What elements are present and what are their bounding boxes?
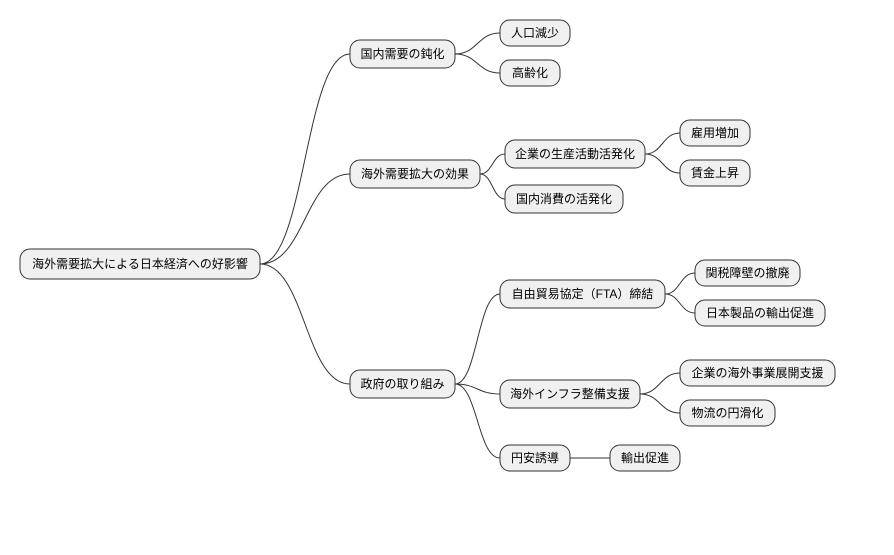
node-label: 物流の円滑化	[691, 406, 763, 420]
node: 日本製品の輸出促進	[695, 300, 825, 326]
edge	[645, 154, 680, 173]
node: 企業の海外事業展開支援	[680, 360, 835, 386]
edge	[455, 33, 500, 54]
edge	[645, 133, 680, 154]
node: 海外インフラ整備支援	[500, 380, 640, 408]
edge	[455, 384, 500, 458]
edge	[455, 54, 500, 73]
edge	[640, 394, 680, 413]
edge	[480, 154, 505, 174]
edge	[260, 264, 350, 384]
node: 物流の円滑化	[680, 400, 775, 426]
node: 国内需要の鈍化	[350, 40, 455, 68]
node: 高齢化	[500, 60, 560, 86]
node: 海外需要拡大の効果	[350, 160, 480, 188]
edge	[665, 273, 695, 294]
node-label: 自由貿易協定（FTA）締結	[512, 286, 654, 301]
node: 円安誘導	[500, 445, 570, 471]
node: 海外需要拡大による日本経済への好影響	[20, 249, 260, 279]
node-label: 雇用増加	[691, 125, 739, 140]
node-label: 海外需要拡大の効果	[361, 166, 469, 181]
node-label: 国内需要の鈍化	[360, 46, 444, 61]
node: 人口減少	[500, 20, 570, 46]
node: 賃金上昇	[680, 160, 750, 186]
node-label: 輸出促進	[621, 450, 669, 465]
node-label: 円安誘導	[511, 450, 559, 465]
node: 雇用増加	[680, 120, 750, 146]
node-label: 賃金上昇	[691, 165, 739, 180]
node: 関税障壁の撤廃	[695, 260, 800, 286]
edge	[260, 54, 350, 264]
node-label: 海外インフラ整備支援	[510, 386, 630, 401]
node-label: 関税障壁の撤廃	[705, 265, 789, 280]
edge	[665, 294, 695, 313]
node-label: 企業の海外事業展開支援	[691, 365, 823, 380]
edge	[480, 174, 505, 199]
node-label: 日本製品の輸出促進	[706, 305, 814, 320]
edge	[260, 174, 350, 264]
node-label: 政府の取り組み	[360, 376, 444, 391]
edge	[640, 373, 680, 394]
node-label: 国内消費の活発化	[516, 191, 612, 206]
node-label: 海外需要拡大による日本経済への好影響	[32, 256, 248, 271]
node: 自由貿易協定（FTA）締結	[500, 280, 665, 308]
node-label: 人口減少	[511, 25, 559, 40]
node: 政府の取り組み	[350, 370, 455, 398]
node: 企業の生産活動活発化	[505, 140, 645, 168]
node: 国内消費の活発化	[505, 185, 623, 213]
mindmap-diagram: 海外需要拡大による日本経済への好影響 国内需要の鈍化 人口減少高齢化海外需要拡大の効…	[0, 0, 894, 555]
node-label: 高齢化	[512, 65, 548, 80]
node-label: 企業の生産活動活発化	[515, 146, 635, 161]
edge	[455, 294, 500, 384]
node: 輸出促進	[610, 445, 680, 471]
edge	[455, 384, 500, 394]
